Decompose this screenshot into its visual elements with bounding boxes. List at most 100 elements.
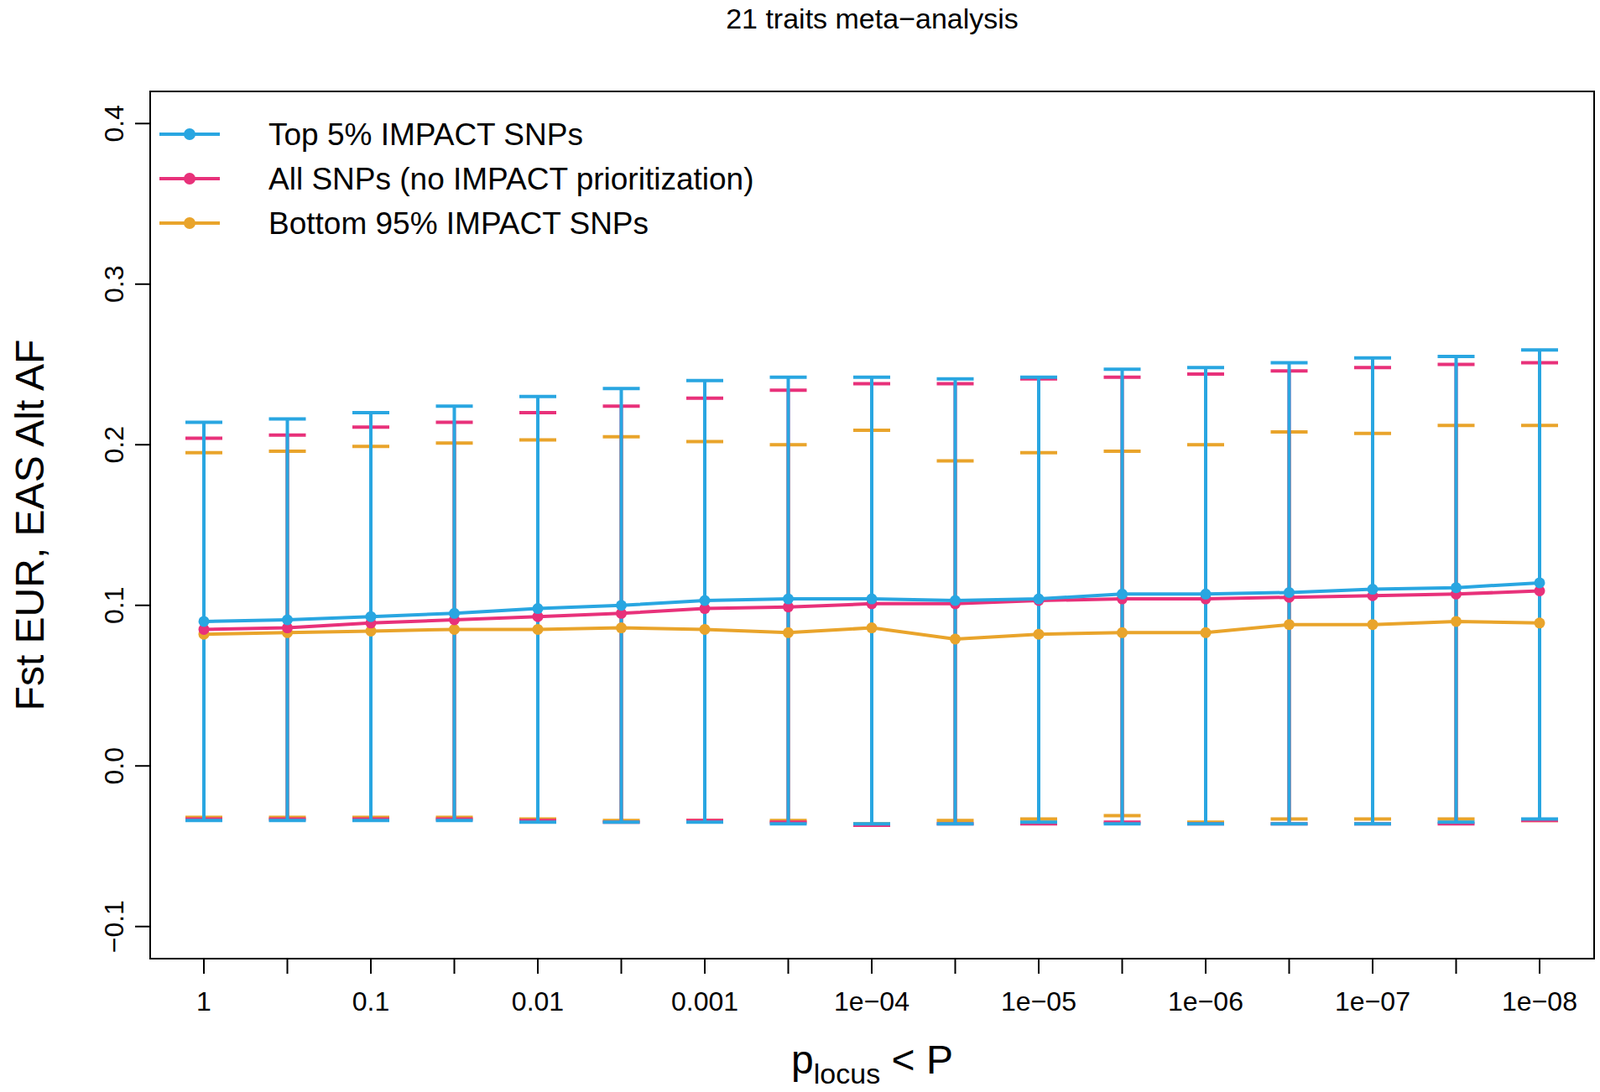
error-cap-upper (1438, 354, 1475, 359)
error-cap-upper (603, 386, 641, 391)
y-tick (135, 604, 151, 607)
y-tick-label: 0.0 (99, 747, 130, 785)
x-tick-label: 1 (196, 986, 212, 1017)
error-cap-upper (1521, 348, 1559, 352)
error-cap-lower (1521, 818, 1559, 823)
x-tick-label: 0.001 (671, 986, 739, 1017)
y-tick (135, 443, 151, 446)
point (1116, 588, 1128, 600)
point (1450, 615, 1462, 627)
x-tick (1538, 958, 1541, 975)
title: 21 traits meta−analysis (725, 2, 1019, 35)
x-tick (286, 958, 289, 975)
error-cap-lower (1354, 822, 1392, 826)
x-tick-label: 1e−05 (1000, 986, 1077, 1017)
x-tick (1121, 958, 1124, 975)
point (615, 599, 627, 611)
error-cap-lower (1020, 820, 1058, 824)
x-tick (870, 958, 873, 975)
legend-label: Top 5% IMPACT SNPs (268, 117, 584, 152)
x-tick-label: 1e−04 (833, 986, 910, 1017)
error-cap-lower (853, 823, 891, 828)
point (1450, 582, 1462, 594)
error-cap-upper (937, 377, 975, 381)
error-cap-upper (269, 417, 307, 422)
point (866, 622, 878, 634)
error-cap-upper (770, 375, 808, 380)
error-cap-lower (1438, 822, 1475, 826)
legend-marker (183, 217, 196, 230)
point (1534, 577, 1546, 589)
y-tick-label: 0.2 (99, 426, 130, 464)
y-tick (135, 122, 151, 125)
error-cap-lower (937, 822, 975, 826)
y-tick (135, 283, 151, 286)
point (532, 603, 544, 615)
error-cap-upper (352, 411, 390, 415)
error-cap-lower (519, 820, 557, 824)
error-cap-lower (686, 820, 724, 824)
error-cap-lower (1271, 822, 1309, 826)
error-cap-lower (185, 818, 223, 823)
point (1367, 619, 1379, 631)
error-cap-lower (269, 818, 307, 823)
point (281, 614, 293, 626)
point (1367, 583, 1379, 595)
x-tick (1455, 958, 1458, 975)
x-tick-label: 1e−07 (1334, 986, 1411, 1017)
error-cap-lower (770, 822, 808, 826)
x-tick (1037, 958, 1040, 975)
point (1283, 619, 1295, 631)
y-tick-label: −0.1 (99, 900, 130, 954)
x-axis-label: plocus < P (791, 1037, 954, 1090)
point (782, 594, 794, 605)
point (949, 633, 961, 645)
point (699, 624, 711, 636)
legend-label: All SNPs (no IMPACT prioritization) (268, 161, 754, 197)
error-cap-upper (1354, 356, 1392, 360)
x-tick-label: 0.01 (511, 986, 564, 1017)
error-cap-lower (1187, 822, 1225, 826)
frame (150, 91, 1595, 959)
y-tick (135, 926, 151, 928)
error-cap-lower (1104, 822, 1142, 826)
point (1033, 629, 1045, 641)
x-tick (370, 958, 372, 975)
error-cap-upper (436, 404, 474, 408)
error-cap-upper (853, 375, 891, 380)
x-tick-label: 1e−06 (1167, 986, 1244, 1017)
error-cap-upper (686, 379, 724, 383)
legend-label: Bottom 95% IMPACT SNPs (268, 206, 649, 241)
point (198, 615, 210, 627)
series-line (203, 583, 1540, 622)
error-cap-lower (603, 820, 641, 824)
point (615, 622, 627, 634)
series-line (203, 621, 1540, 640)
error-cap-lower (1521, 817, 1559, 821)
y-tick-label: 0.1 (99, 586, 130, 624)
point (1200, 588, 1212, 600)
error-cap-lower (1521, 818, 1559, 823)
x-axis-label-part: locus (813, 1057, 881, 1090)
x-tick (703, 958, 706, 975)
error-cap-lower (1354, 822, 1392, 826)
x-tick (1288, 958, 1291, 975)
x-tick (787, 958, 790, 975)
x-axis-label-part: < P (880, 1037, 954, 1083)
plot-area (185, 349, 1559, 826)
error-cap-lower (1187, 822, 1225, 826)
point (1033, 594, 1045, 605)
y-axis-label: Fst EUR, EAS Alt AF (7, 339, 53, 712)
x-tick (536, 958, 539, 975)
error-cap-upper (1020, 375, 1058, 380)
x-tick-label: 0.1 (352, 986, 390, 1017)
point (1283, 587, 1295, 599)
x-tick (620, 958, 623, 975)
point (448, 608, 460, 620)
error-cap-upper (1271, 361, 1309, 365)
x-tick (203, 958, 205, 975)
error-cap-upper (185, 420, 223, 424)
point (532, 624, 544, 636)
point (1534, 617, 1546, 629)
legend-marker (183, 128, 196, 141)
